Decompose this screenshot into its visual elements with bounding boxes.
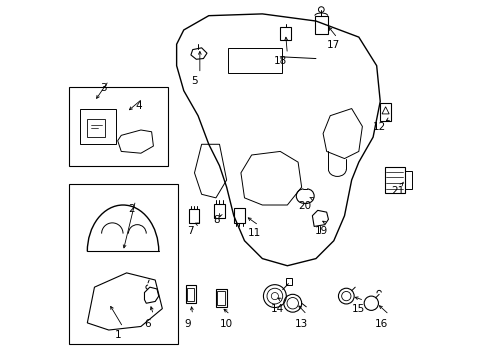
- Text: 10: 10: [219, 319, 232, 329]
- Bar: [233, 208, 244, 223]
- Text: 17: 17: [326, 40, 339, 50]
- Bar: [380, 103, 390, 121]
- Text: 12: 12: [372, 122, 386, 132]
- Bar: [185, 285, 195, 303]
- Text: 21: 21: [390, 186, 403, 197]
- Bar: [314, 16, 327, 33]
- Bar: [214, 204, 224, 217]
- Text: 2: 2: [128, 204, 135, 214]
- Text: 8: 8: [213, 215, 220, 225]
- Bar: [80, 109, 116, 144]
- Text: 20: 20: [298, 201, 311, 211]
- Bar: [228, 48, 282, 73]
- Bar: [87, 119, 105, 137]
- Text: 14: 14: [270, 304, 284, 314]
- Text: 7: 7: [187, 226, 194, 236]
- Bar: [405, 171, 411, 189]
- Text: 13: 13: [294, 319, 307, 329]
- Text: 5: 5: [191, 76, 198, 86]
- Text: 9: 9: [183, 319, 190, 329]
- Bar: [69, 184, 178, 344]
- Text: 16: 16: [374, 319, 387, 329]
- Bar: [217, 292, 225, 305]
- Text: 15: 15: [351, 304, 365, 314]
- Text: 3: 3: [100, 83, 106, 93]
- Bar: [280, 27, 290, 40]
- Text: 4: 4: [136, 101, 142, 111]
- Text: 11: 11: [247, 228, 261, 238]
- Bar: [384, 167, 404, 193]
- Bar: [186, 288, 194, 301]
- Bar: [216, 289, 226, 307]
- Text: 1: 1: [114, 330, 121, 341]
- Text: 6: 6: [144, 319, 150, 329]
- Text: 19: 19: [314, 226, 327, 236]
- Bar: [285, 278, 291, 285]
- Bar: [69, 87, 167, 166]
- Bar: [189, 209, 199, 223]
- Text: 18: 18: [273, 57, 286, 66]
